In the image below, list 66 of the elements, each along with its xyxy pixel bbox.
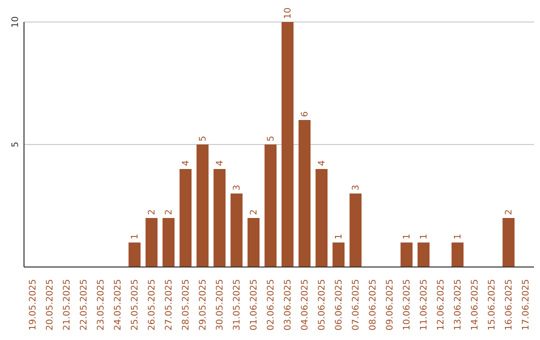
bar (180, 169, 192, 267)
bar (350, 194, 362, 267)
x-tick-label: 17.06.2025 (522, 279, 532, 331)
data-label: 1 (454, 234, 464, 240)
x-tick-label: 22.05.2025 (80, 279, 90, 331)
x-tick-label: 13.06.2025 (454, 279, 464, 331)
data-label: 4 (182, 160, 192, 166)
data-label: 4 (216, 160, 226, 166)
x-tick-label: 09.06.2025 (386, 279, 396, 331)
x-tick-label: 19.05.2025 (28, 279, 38, 331)
bar (162, 218, 175, 267)
bar (196, 144, 209, 267)
bar (452, 242, 464, 267)
x-tick-label: 27.05.2025 (164, 279, 174, 331)
x-tick-label: 02.06.2025 (266, 279, 276, 331)
x-tick-label: 21.05.2025 (62, 279, 72, 331)
x-tick-label: 10.06.2025 (402, 279, 412, 331)
data-label: 1 (420, 234, 430, 240)
bar (230, 194, 243, 267)
x-tick-label: 15.06.2025 (488, 279, 498, 331)
data-label: 2 (164, 209, 175, 215)
data-label: 6 (300, 111, 311, 117)
x-tick-label: 20.05.2025 (46, 279, 56, 331)
data-label: 4 (318, 160, 328, 166)
data-label: 5 (198, 136, 209, 142)
x-tick-label: 01.06.2025 (250, 279, 260, 331)
data-label: 5 (266, 136, 277, 142)
bar (502, 218, 515, 267)
bar (316, 169, 328, 267)
bar (264, 144, 277, 267)
data-label: 2 (148, 209, 158, 215)
bar (332, 242, 345, 267)
bar (282, 22, 294, 267)
bar (298, 120, 311, 267)
data-label: 10 (284, 7, 294, 19)
x-tick-label: 07.06.2025 (352, 279, 362, 331)
bar (400, 242, 413, 267)
x-tick-label: 26.05.2025 (148, 279, 158, 331)
x-tick-label: 31.05.2025 (232, 279, 242, 331)
bar (248, 218, 260, 267)
x-tick-label: 05.06.2025 (318, 279, 328, 331)
data-label: 1 (130, 234, 141, 240)
x-tick-label: 23.05.2025 (96, 279, 106, 331)
bar (418, 242, 430, 267)
x-tick-label: 29.05.2025 (198, 279, 208, 331)
x-tick-label: 12.06.2025 (436, 279, 446, 331)
x-tick-label: 06.06.2025 (334, 279, 344, 331)
bar (214, 169, 226, 267)
data-label: 1 (402, 234, 413, 240)
x-tick-label: 16.06.2025 (504, 279, 514, 331)
data-label: 3 (232, 184, 243, 190)
x-tick-label: 30.05.2025 (216, 279, 226, 331)
x-tick-label: 04.06.2025 (300, 279, 310, 331)
x-tick-label: 28.05.2025 (182, 279, 192, 331)
x-tick-label: 14.06.2025 (470, 279, 480, 331)
data-label: 2 (250, 209, 260, 215)
bar (128, 242, 141, 267)
x-tick-label: 25.05.2025 (130, 279, 140, 331)
data-label: 3 (352, 184, 362, 190)
x-tick-label: 24.05.2025 (114, 279, 124, 331)
x-tick-label: 08.06.2025 (368, 279, 378, 331)
x-tick-label: 11.06.2025 (420, 279, 430, 331)
data-label: 2 (504, 209, 515, 215)
x-tick-label: 03.06.2025 (284, 279, 294, 331)
data-label: 1 (334, 234, 345, 240)
bar (146, 218, 158, 267)
